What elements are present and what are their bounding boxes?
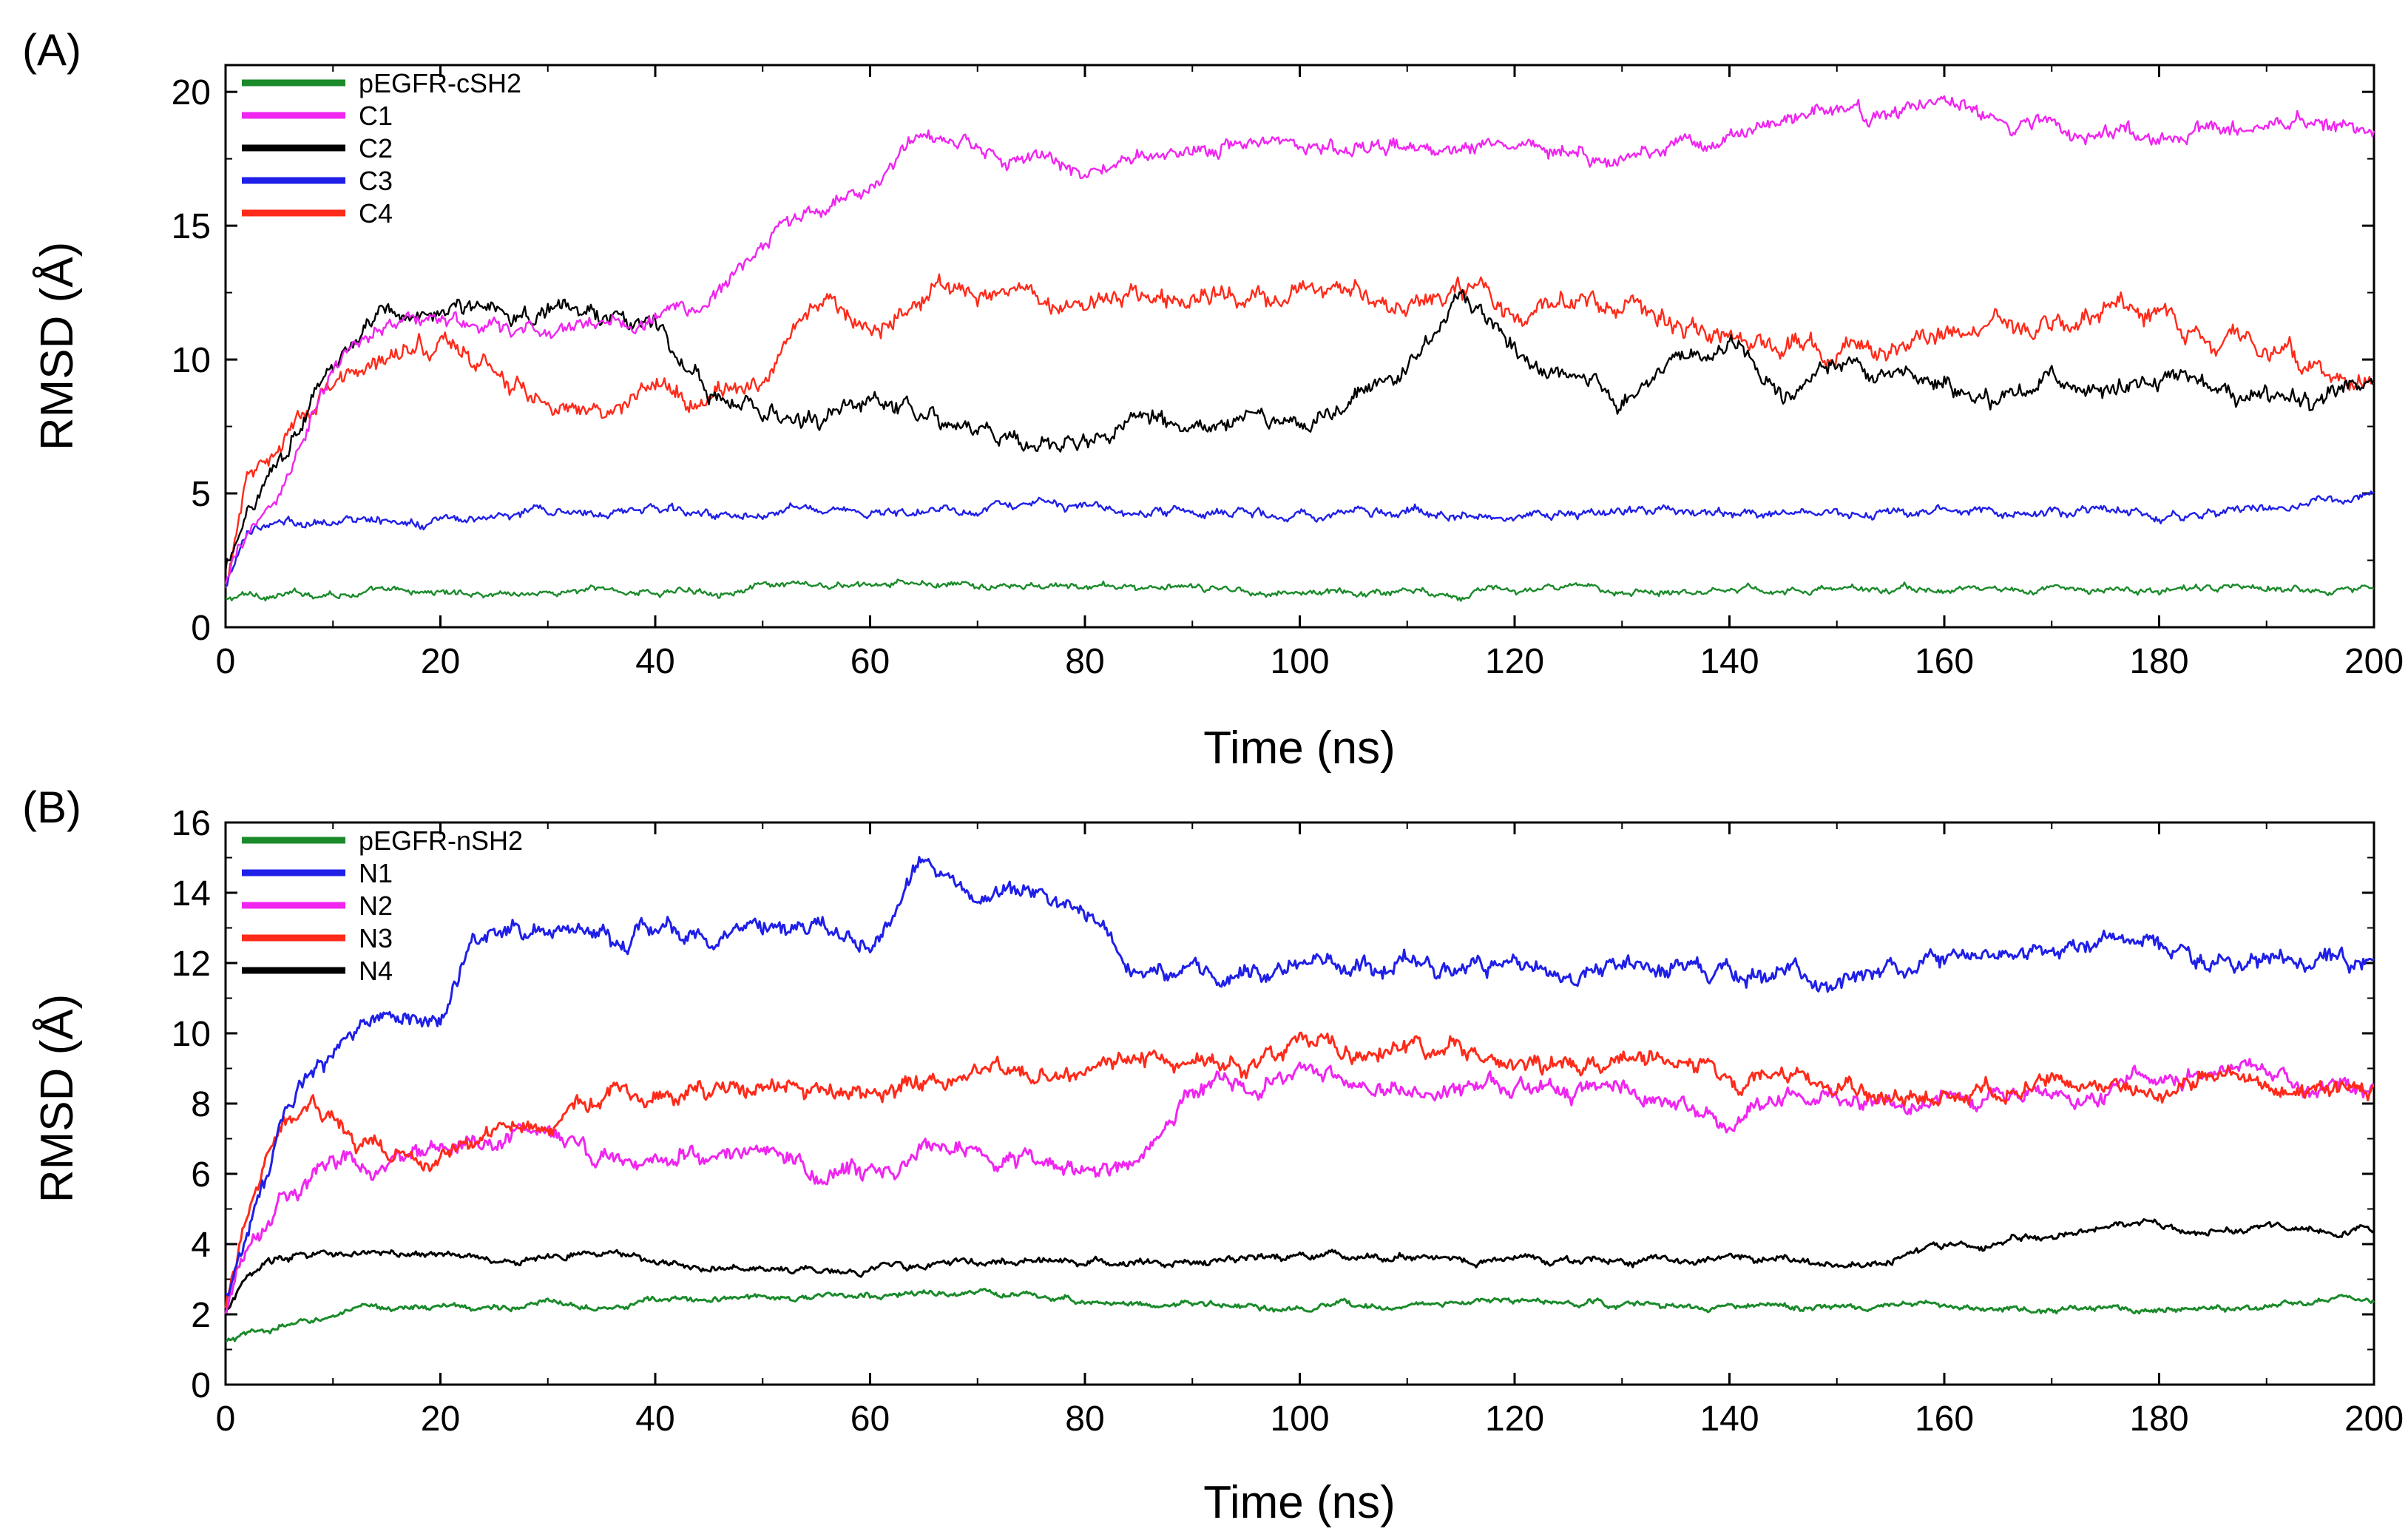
panel-a-y-tick-label: 15 [172,207,211,246]
panel-a-y-tick-label: 0 [191,609,211,648]
panel-b-legend-label: pEGFR-nSH2 [359,825,523,856]
panel-b-legend-label: N4 [359,956,393,986]
panel-b-series-n3 [224,1031,2375,1308]
panel-b-x-tick-label: 100 [1270,1399,1329,1439]
panel-b-x-tick-label: 160 [1915,1399,1974,1439]
panel-b-legend-label: N1 [359,858,393,888]
panel-a-x-axis-title: Time (ns) [1203,723,1395,774]
panel-a-x-tick-label: 160 [1915,642,1974,681]
panel-b-y-tick-label: 2 [191,1296,211,1335]
panel-b-x-tick-label: 180 [2129,1399,2188,1439]
panel-b-x-tick-label: 140 [1700,1399,1759,1439]
panel-b-y-tick-label: 4 [191,1226,211,1265]
panel-a-x-tick-label: 200 [2344,642,2404,681]
panel-a-x-tick-label: 40 [635,642,674,681]
panel-a-series-c1 [224,95,2375,584]
panel-a-y-tick-label: 5 [191,475,211,514]
panel-a-y-tick-label: 10 [172,341,211,380]
panel-a-series [224,95,2375,602]
panel-a-x-tick-label: 80 [1065,642,1104,681]
panel-b-y-tick-label: 10 [172,1015,211,1054]
panel-b-legend-label: N2 [359,891,393,921]
panel-a-legend-label: C2 [359,133,393,163]
panel-b-y-tick-label: 14 [172,874,211,913]
panel-a-series-c3 [225,490,2375,588]
panel-a-series-c2 [224,288,2375,572]
panel-b-series-n1 [225,856,2375,1297]
panel-b-series-n4 [224,1218,2375,1316]
panel-b-series-pegfr-nsh2 [225,1288,2375,1342]
panel-b-series-n2 [224,1058,2375,1314]
panel-a-label: (A) [22,25,81,75]
panel-a-x-tick-label: 60 [850,642,890,681]
panel-b-x-tick-label: 80 [1065,1399,1104,1439]
panel-b-y-tick-label: 8 [191,1085,211,1124]
panel-a-legend-label: C1 [359,101,393,131]
panel-b-ticks: 0 20 40 60 80 100 120 140 160 180 200 0 2 4 6 8 10 12 14 16 [172,804,2404,1439]
panel-a-legend-label: pEGFR-cSH2 [359,68,521,98]
panel-b-x-axis-title: Time (ns) [1203,1477,1395,1528]
panel-b-legend-label: N3 [359,923,393,953]
panel-b-y-tick-label: 6 [191,1155,211,1195]
panel-a-x-tick-label: 140 [1700,642,1759,681]
panel-a-x-tick-label: 100 [1270,642,1329,681]
panel-b-x-tick-label: 40 [635,1399,674,1439]
panel-a-ticks: 0 20 40 60 80 100 120 140 160 180 200 0 5 10 15 20 [172,65,2404,681]
panel-b-x-tick-label: 60 [850,1399,890,1439]
panel-a-x-tick-label: 0 [216,642,236,681]
panel-b-series [224,856,2375,1342]
panel-a-legend-label: C3 [359,166,393,196]
panel-a: (A) RMSD (Å) Time (ns) 0 20 40 60 80 100 120 14… [22,25,2404,774]
panel-b-label: (B) [22,783,81,832]
panel-b-y-tick-label: 0 [191,1366,211,1405]
panel-a-plot-frame [224,64,2375,629]
panel-a-x-tick-label: 120 [1485,642,1544,681]
panel-b-y-axis-title: RMSD (Å) [32,994,83,1203]
panel-a-y-tick-label: 20 [172,73,211,112]
panel-a-legend-label: C4 [359,198,393,229]
panel-b-x-tick-label: 20 [421,1399,460,1439]
panel-a-series-c4 [224,273,2375,588]
panel-b-y-tick-label: 16 [172,804,211,843]
panel-b: (B) RMSD (Å) Time (ns) 0 20 40 60 80 100 120 14… [22,783,2404,1528]
panel-a-series-pegfr-csh2 [225,578,2375,602]
panel-b-x-tick-label: 200 [2344,1399,2404,1439]
panel-b-x-tick-label: 0 [216,1399,236,1439]
panel-a-x-tick-label: 180 [2129,642,2188,681]
panel-b-y-tick-label: 12 [172,945,211,984]
panel-a-x-tick-label: 20 [421,642,460,681]
panel-b-x-tick-label: 120 [1485,1399,1544,1439]
panel-a-y-axis-title: RMSD (Å) [32,242,83,450]
